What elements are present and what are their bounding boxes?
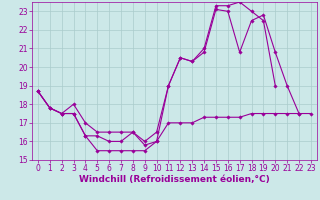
X-axis label: Windchill (Refroidissement éolien,°C): Windchill (Refroidissement éolien,°C) — [79, 175, 270, 184]
